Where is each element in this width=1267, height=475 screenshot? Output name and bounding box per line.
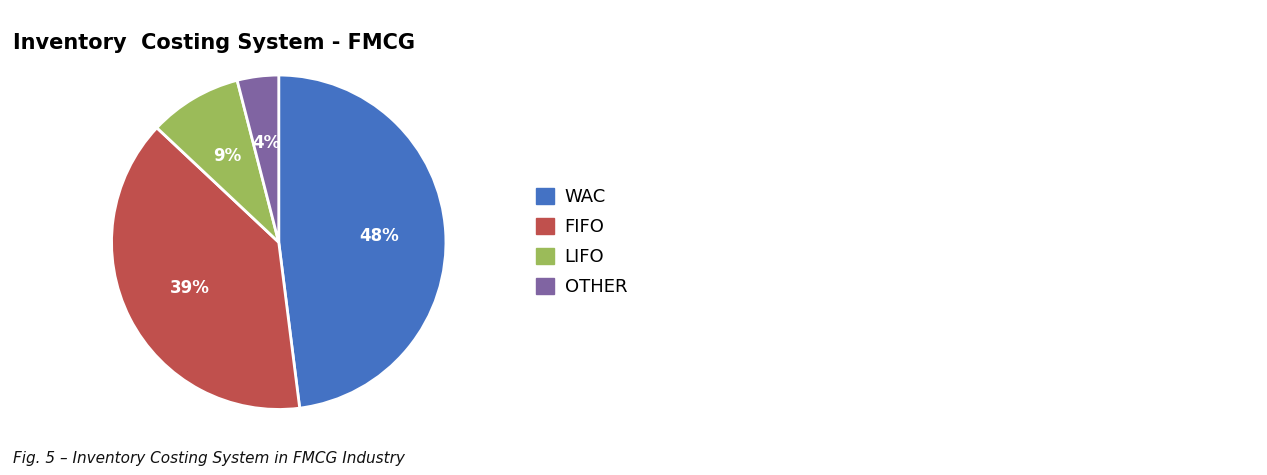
Text: 4%: 4% (252, 134, 280, 152)
Wedge shape (279, 75, 446, 408)
Text: Fig. 5 – Inventory Costing System in FMCG Industry: Fig. 5 – Inventory Costing System in FMC… (13, 450, 404, 465)
Wedge shape (111, 128, 300, 409)
Wedge shape (157, 80, 279, 242)
Text: 9%: 9% (214, 147, 242, 165)
Legend: WAC, FIFO, LIFO, OTHER: WAC, FIFO, LIFO, OTHER (530, 183, 632, 302)
Text: Inventory  Costing System - FMCG: Inventory Costing System - FMCG (13, 33, 414, 53)
Wedge shape (237, 75, 279, 242)
Text: 39%: 39% (170, 279, 209, 297)
Text: 48%: 48% (359, 227, 399, 245)
